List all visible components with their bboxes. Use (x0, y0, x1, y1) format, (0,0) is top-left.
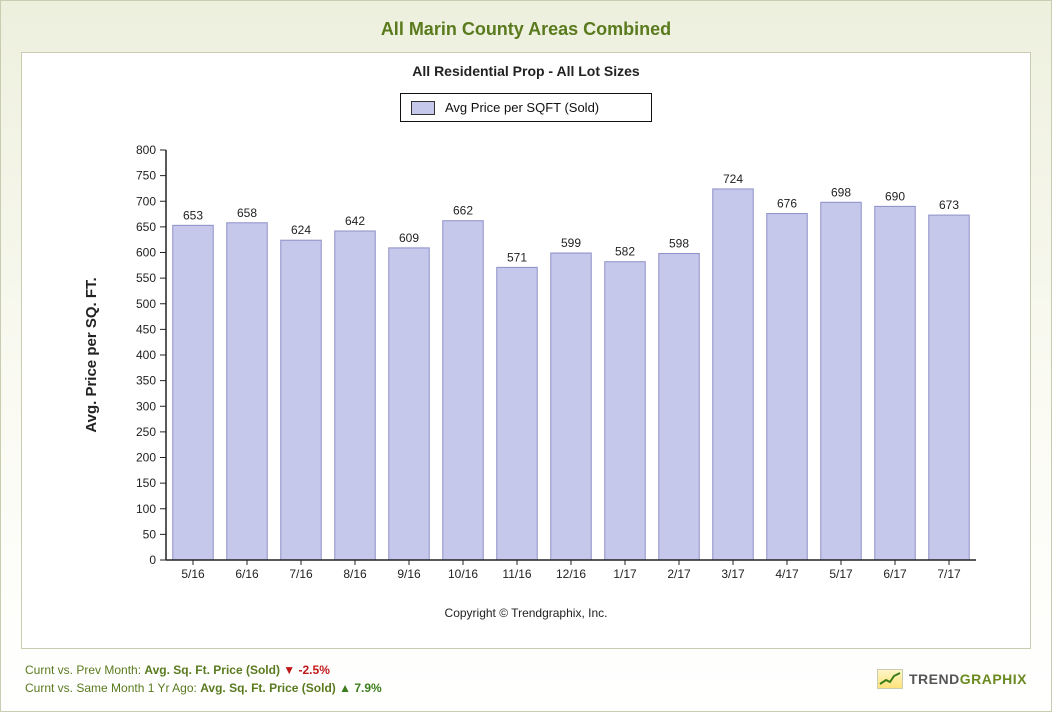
bar (713, 189, 754, 560)
bar-value-label: 676 (777, 197, 797, 211)
svg-text:500: 500 (136, 297, 156, 311)
chart-subtitle: All Residential Prop - All Lot Sizes (22, 63, 1030, 79)
bar-value-label: 673 (939, 198, 959, 212)
footer-bar: Curnt vs. Prev Month: Avg. Sq. Ft. Price… (21, 659, 1031, 703)
svg-text:0: 0 (149, 553, 156, 567)
inner-container: All Marin County Areas Combined All Resi… (1, 1, 1051, 711)
bar (335, 231, 376, 560)
bar-chart: 0 50 100 150 200 250 300 350 400 450 500 550 600 650 7… (56, 130, 996, 600)
footer-line-2: Curnt vs. Same Month 1 Yr Ago: Avg. Sq. … (25, 679, 382, 697)
bar (173, 225, 214, 560)
svg-text:300: 300 (136, 399, 156, 413)
svg-text:550: 550 (136, 271, 156, 285)
footer-stats: Curnt vs. Prev Month: Avg. Sq. Ft. Price… (25, 661, 382, 697)
svg-text:800: 800 (136, 143, 156, 157)
x-tick-label: 5/17 (829, 567, 853, 581)
bar-value-label: 662 (453, 204, 473, 218)
svg-text:350: 350 (136, 374, 156, 388)
x-tick-label: 7/16 (289, 567, 313, 581)
bar-value-label: 642 (345, 214, 365, 228)
x-tick-label: 6/16 (235, 567, 259, 581)
footer-line-1-value: -2.5% (299, 663, 330, 677)
down-arrow-icon: ▼ (283, 663, 295, 677)
bar (659, 254, 700, 560)
brand-graphix: GRAPHIX (960, 671, 1027, 687)
svg-text:650: 650 (136, 220, 156, 234)
x-tick-label: 3/17 (721, 567, 745, 581)
x-tick-label: 4/17 (775, 567, 799, 581)
bar (389, 248, 430, 560)
footer-line-2-value: 7.9% (354, 681, 381, 695)
bar (875, 206, 916, 560)
footer-line-1: Curnt vs. Prev Month: Avg. Sq. Ft. Price… (25, 661, 382, 679)
legend: Avg Price per SQFT (Sold) (400, 93, 652, 122)
x-tick-label: 5/16 (181, 567, 205, 581)
bar-value-label: 582 (615, 245, 635, 259)
x-tick-label: 11/16 (502, 567, 531, 581)
brand-text: TRENDGRAPHIX (909, 671, 1027, 687)
footer-line-1-label: Avg. Sq. Ft. Price (Sold) (144, 663, 283, 677)
bar-value-label: 598 (669, 237, 689, 251)
bar-value-label: 690 (885, 189, 905, 203)
bar-value-label: 624 (291, 223, 311, 237)
legend-label: Avg Price per SQFT (Sold) (445, 100, 599, 115)
x-tick-label: 1/17 (613, 567, 637, 581)
bar-value-label: 599 (561, 236, 581, 250)
svg-text:400: 400 (136, 348, 156, 362)
bar (821, 202, 862, 560)
footer-line-2-label: Avg. Sq. Ft. Price (Sold) (200, 681, 339, 695)
bar-value-label: 609 (399, 231, 419, 245)
x-tick-label: 9/16 (397, 567, 421, 581)
x-tick-label: 10/16 (448, 567, 478, 581)
page-container: All Marin County Areas Combined All Resi… (0, 0, 1052, 712)
footer-line-2-prefix: Curnt vs. Same Month 1 Yr Ago: (25, 681, 200, 695)
svg-text:Avg. Price per SQ. FT.: Avg. Price per SQ. FT. (83, 277, 100, 432)
x-tick-label: 8/16 (343, 567, 367, 581)
svg-text:250: 250 (136, 425, 156, 439)
bar-value-label: 724 (723, 172, 743, 186)
brand-chart-icon (877, 669, 903, 689)
svg-text:600: 600 (136, 246, 156, 260)
svg-text:50: 50 (143, 527, 157, 541)
x-tick-label: 12/16 (556, 567, 586, 581)
x-tick-label: 2/17 (667, 567, 691, 581)
brand-logo: TRENDGRAPHIX (877, 669, 1027, 689)
svg-text:450: 450 (136, 322, 156, 336)
svg-text:100: 100 (136, 502, 156, 516)
bar-value-label: 658 (237, 206, 257, 220)
copyright-text: Copyright © Trendgraphix, Inc. (22, 606, 1030, 620)
up-arrow-icon: ▲ (339, 681, 351, 695)
chart-card: All Residential Prop - All Lot Sizes Avg… (21, 52, 1031, 649)
svg-text:200: 200 (136, 451, 156, 465)
bar (929, 215, 970, 560)
bar (443, 221, 484, 560)
bar-value-label: 571 (507, 250, 527, 264)
bar (605, 262, 646, 560)
bar (551, 253, 592, 560)
bar (281, 240, 322, 560)
bar-value-label: 698 (831, 185, 851, 199)
svg-text:700: 700 (136, 194, 156, 208)
svg-text:750: 750 (136, 169, 156, 183)
bar (227, 223, 268, 560)
x-tick-label: 7/17 (937, 567, 961, 581)
bar (497, 267, 538, 560)
svg-text:150: 150 (136, 476, 156, 490)
legend-swatch (411, 101, 435, 115)
brand-trend: TREND (909, 671, 960, 687)
x-tick-label: 6/17 (883, 567, 907, 581)
page-title: All Marin County Areas Combined (21, 19, 1031, 40)
bar-value-label: 653 (183, 208, 203, 222)
bar (767, 214, 808, 560)
footer-line-1-prefix: Curnt vs. Prev Month: (25, 663, 144, 677)
